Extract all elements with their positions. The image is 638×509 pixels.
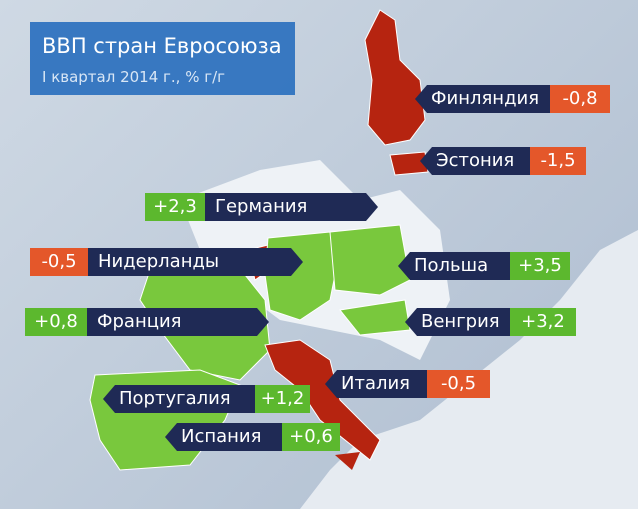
value-label: +3,2 xyxy=(510,308,576,336)
value-label: -0,8 xyxy=(550,85,610,113)
country-label: Франция xyxy=(87,308,269,336)
finland xyxy=(364,9,426,146)
value-label: +0,8 xyxy=(25,308,87,336)
value-label: +1,2 xyxy=(255,385,310,413)
country-label: Италия xyxy=(325,370,427,398)
country-label: Испания xyxy=(165,423,282,451)
value-label: +2,3 xyxy=(145,193,205,221)
value-label: +3,5 xyxy=(510,252,570,280)
country-label: Германия xyxy=(205,193,378,221)
land xyxy=(300,230,638,509)
italy xyxy=(264,339,381,461)
value-label: -1,5 xyxy=(530,147,586,175)
country-label: Финляндия xyxy=(415,85,550,113)
country-label: Польша xyxy=(398,252,510,280)
country-label: Венгрия xyxy=(405,308,510,336)
value-label: -0,5 xyxy=(427,370,490,398)
sicily xyxy=(335,452,360,470)
country-label: Португалия xyxy=(103,385,255,413)
country-label: Нидерланды xyxy=(88,248,303,276)
value-label: -0,5 xyxy=(30,248,88,276)
estonia xyxy=(389,151,429,176)
value-label: +0,6 xyxy=(282,423,340,451)
title-panel: ВВП стран Евросоюза I квартал 2014 г., %… xyxy=(30,22,295,95)
title: ВВП стран Евросоюза xyxy=(42,34,282,58)
country-label: Эстония xyxy=(420,147,530,175)
hungary xyxy=(339,299,411,336)
poland xyxy=(329,224,411,296)
subtitle: I квартал 2014 г., % г/г xyxy=(42,68,226,86)
